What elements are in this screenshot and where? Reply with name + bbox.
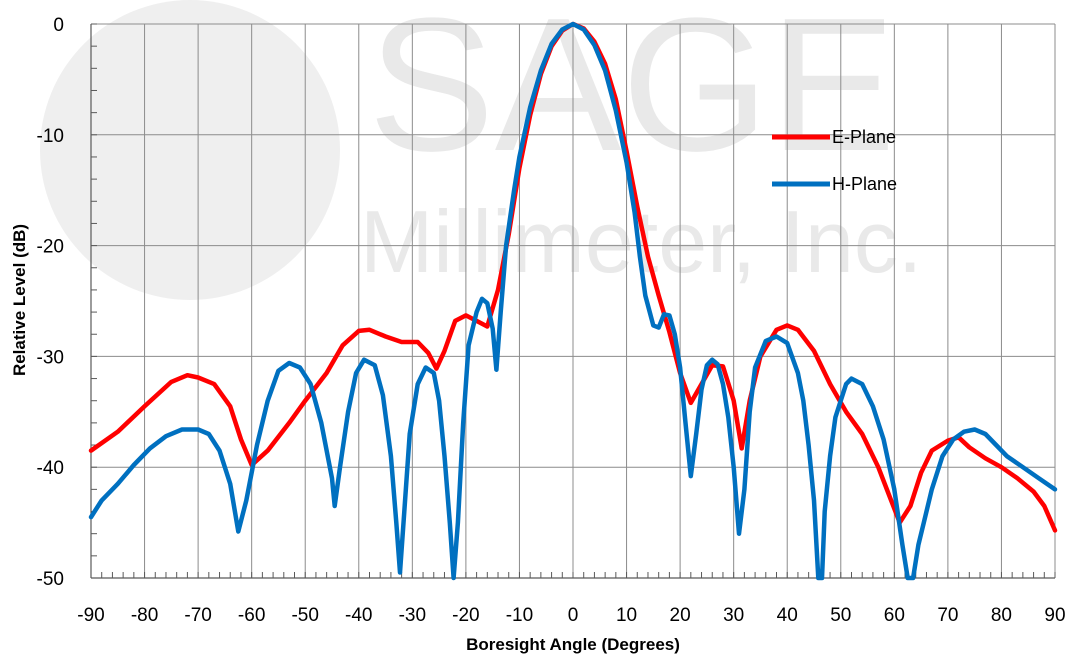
x-axis-title: Boresight Angle (Degrees) (466, 635, 680, 654)
series-lines (88, 21, 1058, 581)
y-tick-label: -10 (37, 126, 64, 147)
watermark-title: SAGE (368, 0, 896, 191)
x-tick-label: -50 (291, 605, 318, 626)
x-tick-label: 30 (723, 605, 744, 626)
legend-label-h-plane: H-Plane (832, 174, 897, 194)
x-tick-label: 10 (616, 605, 637, 626)
watermark-logo-circle (40, 0, 340, 300)
y-tick-labels: 0 -10 -20 -30 -40 -50 (37, 15, 64, 590)
x-tick-label: -80 (131, 605, 158, 626)
y-tick-label: -50 (37, 569, 64, 590)
x-tick-label: 80 (991, 605, 1012, 626)
y-tick-label: -40 (37, 458, 64, 479)
company-watermark: SAGE Millimeter, Inc. (40, 0, 922, 300)
y-axis-title: Relative Level (dB) (10, 224, 29, 376)
x-tick-label: 50 (830, 605, 851, 626)
x-tick-label: -40 (345, 605, 372, 626)
x-tick-label: 40 (777, 605, 798, 626)
y-tick-label: -20 (37, 237, 64, 258)
x-tick-label: 0 (568, 605, 579, 626)
legend: E-Plane H-Plane (772, 127, 897, 194)
x-tick-label: 70 (937, 605, 958, 626)
x-tick-label: 90 (1044, 605, 1065, 626)
x-tick-label: -70 (184, 605, 211, 626)
x-tick-label: -20 (452, 605, 479, 626)
y-tick-label: 0 (53, 15, 64, 36)
x-tick-label: -10 (506, 605, 533, 626)
x-tick-label: -60 (238, 605, 265, 626)
y-tick-label: -30 (37, 347, 64, 368)
x-tick-labels: -90 -80 -70 -60 -50 -40 -30 -20 -10 0 10 20 30 40 50 60… (77, 605, 1065, 626)
x-tick-label: -90 (77, 605, 104, 626)
x-tick-label: 60 (884, 605, 905, 626)
x-tick-label: 20 (670, 605, 691, 626)
legend-label-e-plane: E-Plane (832, 127, 896, 147)
axes (90, 23, 1056, 579)
x-tick-label: -30 (399, 605, 426, 626)
series-line-h-plane (88, 21, 1058, 581)
